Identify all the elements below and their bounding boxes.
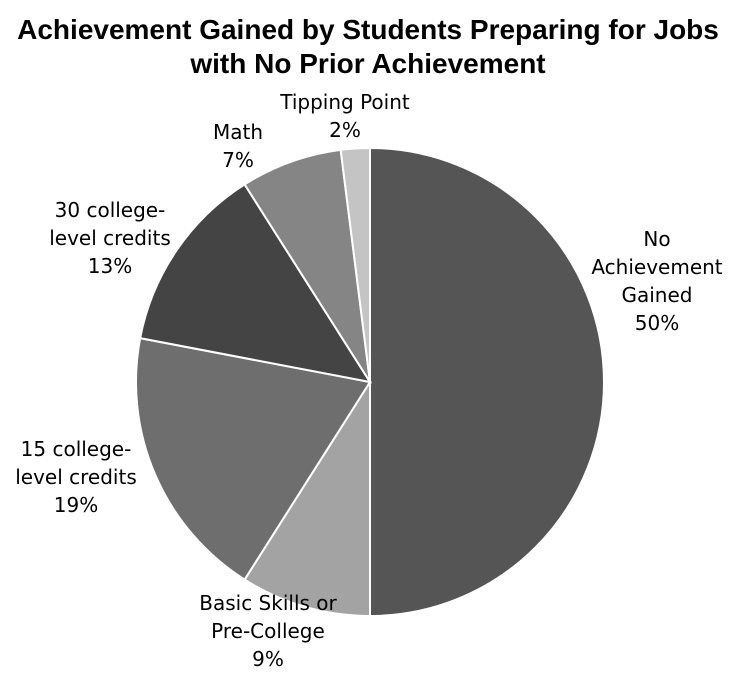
pie-slice-tipping-point [339,146,371,383]
slice-labels: No Achievement Gained 50% Basic Skills or Pre… [15,90,723,671]
slice-name-label: No [643,227,670,251]
slice-percent-label: 50% [635,311,679,335]
pie-slice-math [243,148,371,383]
slice-name-label: Gained [622,283,693,307]
chart-title-line-2: with No Prior Achievement [189,48,545,79]
pie-slice-30-college-level-credits [138,183,373,384]
slice-name-label: level credits [15,465,137,489]
slice-name-label: Pre-College [211,619,325,643]
slice-name-label: Basic Skills or [199,591,337,615]
slice-percent-label: 2% [329,118,361,142]
slice-label-15-college-level-credits: 15 college-level credits 19% [15,437,137,517]
slice-label-basic-skills-or-pre-college: Basic Skills or Pre-College 9% [199,591,337,671]
slice-name-label: 15 college- [21,437,132,461]
slice-label-no-achievement-gained: No Achievement Gained 50% [591,227,722,335]
slice-percent-label: 13% [88,254,132,278]
chart-title-line-1: Achievement Gained by Students Preparing… [17,14,719,45]
slice-name-label: Tipping Point [279,90,410,114]
pie-slice-15-college-level-credits [135,336,372,581]
slice-percent-label: 7% [222,148,254,172]
slice-label-30-college-level-credits: 30 college-level credits 13% [49,198,171,278]
pie-slice-basic-skills-or-pre-college [243,378,371,618]
slice-label-math: Math 7% [213,120,263,172]
slice-name-label: Achievement [591,255,722,279]
slice-name-label: level credits [49,226,171,250]
slice-label-tipping-point: Tipping Point 2% [279,90,410,142]
slice-percent-label: 19% [54,493,98,517]
slice-name-label: Math [213,120,263,144]
pie-slice-no-achievement-gained [369,146,605,618]
slice-name-label: 30 college- [55,198,166,222]
pie-slices [135,146,605,618]
slice-percent-label: 9% [252,647,284,671]
